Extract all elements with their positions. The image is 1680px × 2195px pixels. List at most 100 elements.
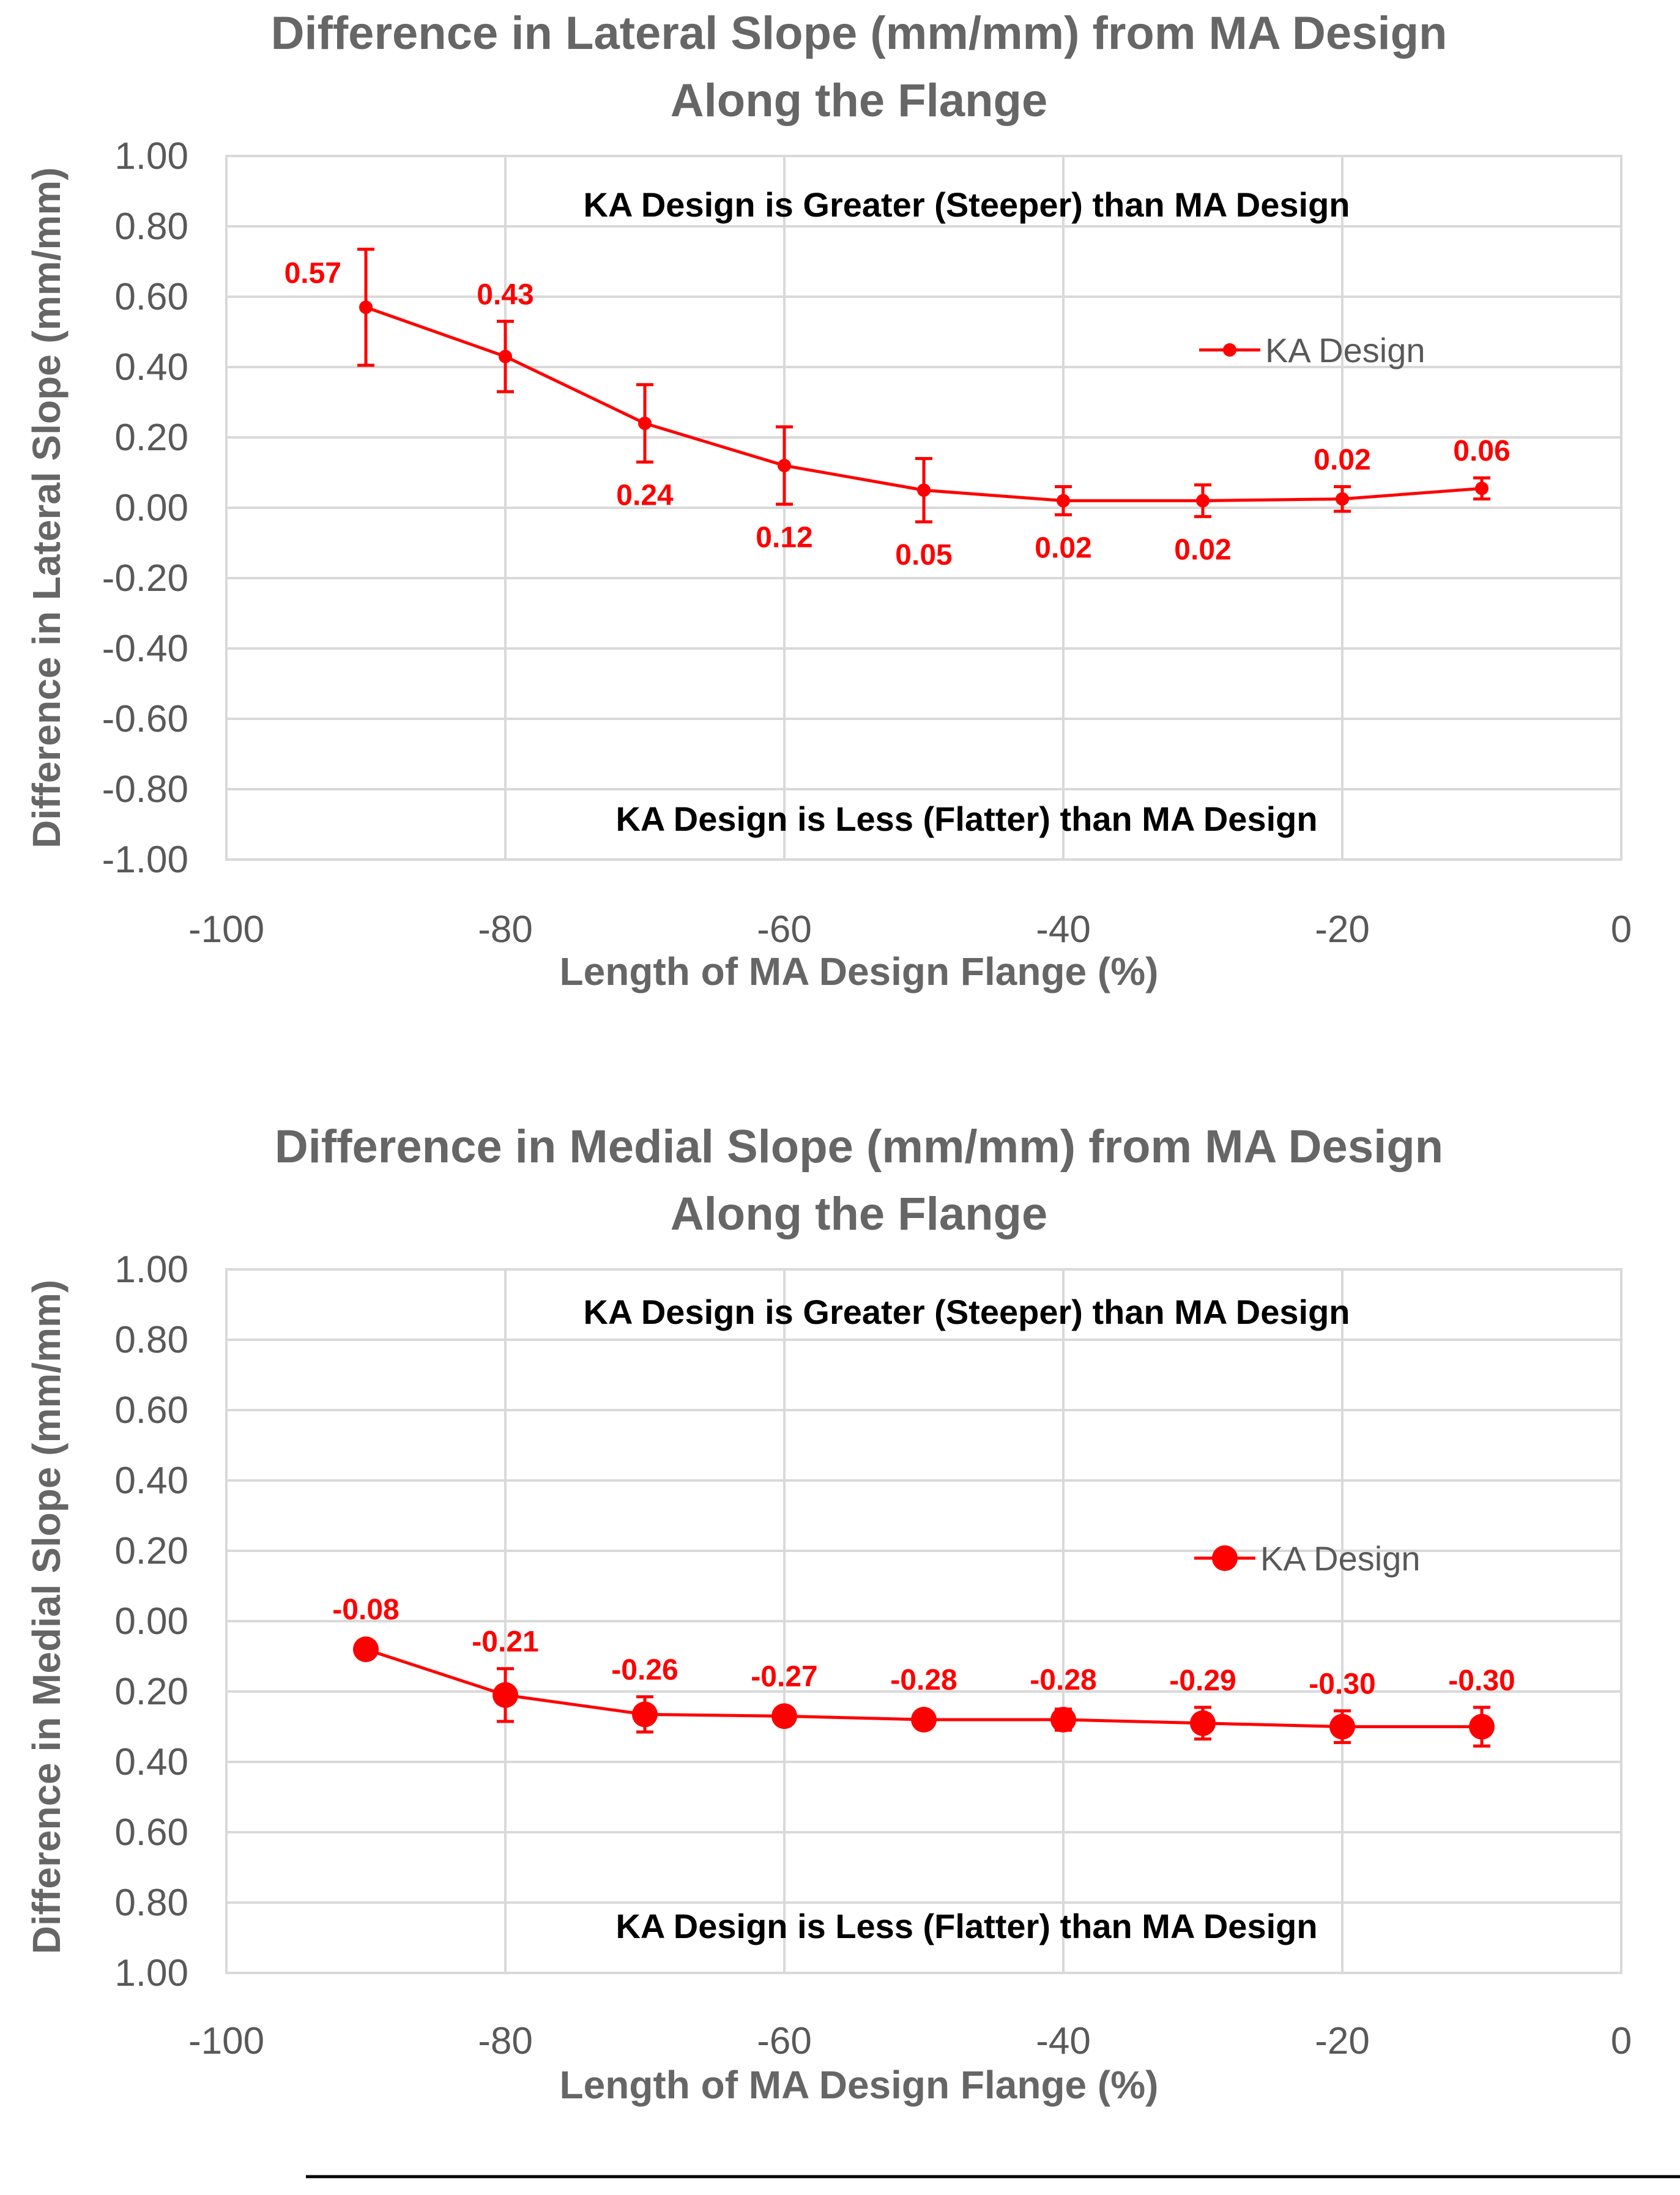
y-tick-label: 1.00 bbox=[114, 1249, 188, 1291]
data-point bbox=[778, 459, 791, 472]
x-tick-label: -40 bbox=[1036, 908, 1091, 951]
data-point bbox=[1057, 494, 1070, 508]
chart-title-line1: Difference in Medial Slope (mm/mm) from … bbox=[275, 1121, 1443, 1173]
y-tick-label: 0.60 bbox=[114, 276, 188, 318]
y-tick-label: 1.00 bbox=[114, 1952, 188, 1994]
y-axis-title: Difference in Medial Slope (mm/mm) bbox=[24, 1280, 69, 1954]
data-labels: 0.57 0.43 0.24 0.12 0.05 0.02 0.02 0.02 0.06 bbox=[284, 257, 1511, 571]
x-tick-label: -40 bbox=[1036, 2020, 1091, 2062]
data-point bbox=[359, 300, 373, 314]
data-point bbox=[1469, 1714, 1495, 1740]
data-label: 0.06 bbox=[1453, 435, 1510, 467]
data-point bbox=[911, 1707, 937, 1733]
chart-title-line1: Difference in Lateral Slope (mm/mm) from… bbox=[271, 7, 1448, 59]
legend-marker bbox=[1212, 1545, 1238, 1571]
data-point bbox=[1475, 481, 1489, 496]
chart-lateral-slope: Difference in Lateral Slope (mm/mm) from… bbox=[24, 7, 1632, 994]
x-tick-label: -20 bbox=[1315, 2020, 1370, 2062]
series-ka-design bbox=[353, 1636, 1495, 1748]
y-tick-label: 0.20 bbox=[114, 1671, 188, 1713]
data-point bbox=[1196, 494, 1210, 508]
annotation-greater: KA Design is Greater (Steeper) than MA D… bbox=[584, 1293, 1350, 1331]
y-tick-label: 0.60 bbox=[114, 1811, 188, 1854]
x-tick-label: 0 bbox=[1611, 2020, 1632, 2062]
y-tick-label: 0.20 bbox=[114, 1530, 188, 1572]
y-tick-label: 0.20 bbox=[114, 417, 188, 459]
x-tick-label: 0 bbox=[1611, 908, 1632, 951]
x-tick-label: -100 bbox=[188, 2020, 264, 2062]
data-label: -0.08 bbox=[332, 1594, 399, 1626]
data-label: 0.02 bbox=[1035, 532, 1091, 565]
chart-title-line2: Along the Flange bbox=[671, 75, 1047, 127]
annotation-greater: KA Design is Greater (Steeper) than MA D… bbox=[584, 185, 1350, 224]
data-label: 0.02 bbox=[1314, 444, 1370, 477]
data-label: -0.28 bbox=[1030, 1664, 1096, 1696]
y-tick-label: 1.00 bbox=[114, 135, 188, 177]
y-tick-label: 0.40 bbox=[114, 1741, 188, 1783]
x-axis-title: Length of MA Design Flange (%) bbox=[560, 949, 1159, 994]
legend-marker bbox=[1223, 343, 1236, 357]
data-label: -0.27 bbox=[751, 1660, 817, 1693]
y-tick-labels: 1.00 0.80 0.60 0.40 0.20 0.00 -0.20 -0.40 -0.60 -… bbox=[102, 135, 188, 881]
chart-title-line2: Along the Flange bbox=[671, 1188, 1047, 1240]
data-point bbox=[1329, 1714, 1355, 1740]
x-tick-label: -80 bbox=[478, 908, 533, 951]
x-tick-label: -20 bbox=[1315, 908, 1370, 951]
data-point bbox=[1336, 492, 1349, 506]
y-tick-label: -0.80 bbox=[102, 768, 188, 811]
x-tick-label: -100 bbox=[188, 908, 264, 951]
data-label: 0.57 bbox=[284, 257, 341, 289]
data-label: -0.29 bbox=[1169, 1665, 1236, 1697]
y-tick-label: 0.80 bbox=[114, 206, 188, 248]
data-label: -0.28 bbox=[890, 1664, 957, 1696]
data-point bbox=[499, 349, 512, 363]
y-tick-label: 0.00 bbox=[114, 487, 188, 529]
data-point bbox=[1050, 1707, 1076, 1733]
x-tick-label: -60 bbox=[757, 2020, 812, 2062]
y-tick-label: 0.40 bbox=[114, 1460, 188, 1502]
y-tick-label: 0.80 bbox=[114, 1319, 188, 1361]
data-label: -0.30 bbox=[1448, 1665, 1515, 1697]
y-tick-label: -0.40 bbox=[102, 628, 188, 670]
data-point bbox=[638, 417, 652, 430]
data-label: -0.26 bbox=[611, 1654, 678, 1687]
annotation-less: KA Design is Less (Flatter) than MA Desi… bbox=[615, 1907, 1317, 1945]
y-axis-title: Difference in Lateral Slope (mm/mm) bbox=[24, 167, 69, 848]
y-tick-labels: 1.00 0.80 0.60 0.40 0.20 0.00 0.20 0.40 0.60 0.80… bbox=[114, 1249, 188, 1994]
y-tick-label: -1.00 bbox=[102, 839, 188, 881]
y-tick-label: -0.20 bbox=[102, 557, 188, 600]
data-labels: -0.08 -0.21 -0.26 -0.27 -0.28 -0.28 -0.29 -0.30… bbox=[332, 1594, 1515, 1701]
data-label: -0.30 bbox=[1309, 1668, 1375, 1701]
gridlines bbox=[225, 1268, 1622, 1974]
data-point bbox=[632, 1701, 658, 1728]
legend: KA Design bbox=[1199, 331, 1425, 370]
y-tick-label: -0.60 bbox=[102, 698, 188, 740]
data-label: 0.05 bbox=[895, 539, 952, 571]
series-ka-design bbox=[357, 247, 1490, 524]
data-label: 0.43 bbox=[477, 278, 533, 311]
data-point bbox=[353, 1636, 379, 1662]
data-label: 0.12 bbox=[756, 521, 812, 554]
chart-medial-slope: Difference in Medial Slope (mm/mm) from … bbox=[24, 1121, 1632, 2107]
data-point bbox=[771, 1703, 797, 1729]
legend-label: KA Design bbox=[1265, 331, 1425, 370]
x-tick-labels: -100 -80 -60 -40 -20 0 bbox=[188, 2020, 1632, 2062]
x-tick-label: -60 bbox=[757, 908, 812, 951]
annotation-less: KA Design is Less (Flatter) than MA Desi… bbox=[615, 800, 1317, 838]
x-tick-labels: -100 -80 -60 -40 -20 0 bbox=[188, 908, 1632, 951]
y-tick-label: 0.80 bbox=[114, 1882, 188, 1924]
y-tick-label: 0.40 bbox=[114, 346, 188, 388]
data-point bbox=[492, 1682, 518, 1708]
legend: KA Design bbox=[1194, 1539, 1421, 1578]
data-label: 0.02 bbox=[1174, 533, 1231, 566]
x-tick-label: -80 bbox=[478, 2020, 533, 2062]
y-tick-label: 0.00 bbox=[114, 1600, 188, 1643]
data-label: -0.21 bbox=[472, 1626, 538, 1658]
data-point bbox=[917, 483, 931, 497]
y-tick-label: 0.60 bbox=[114, 1389, 188, 1432]
legend-label: KA Design bbox=[1260, 1539, 1421, 1578]
data-label: 0.24 bbox=[616, 479, 674, 511]
